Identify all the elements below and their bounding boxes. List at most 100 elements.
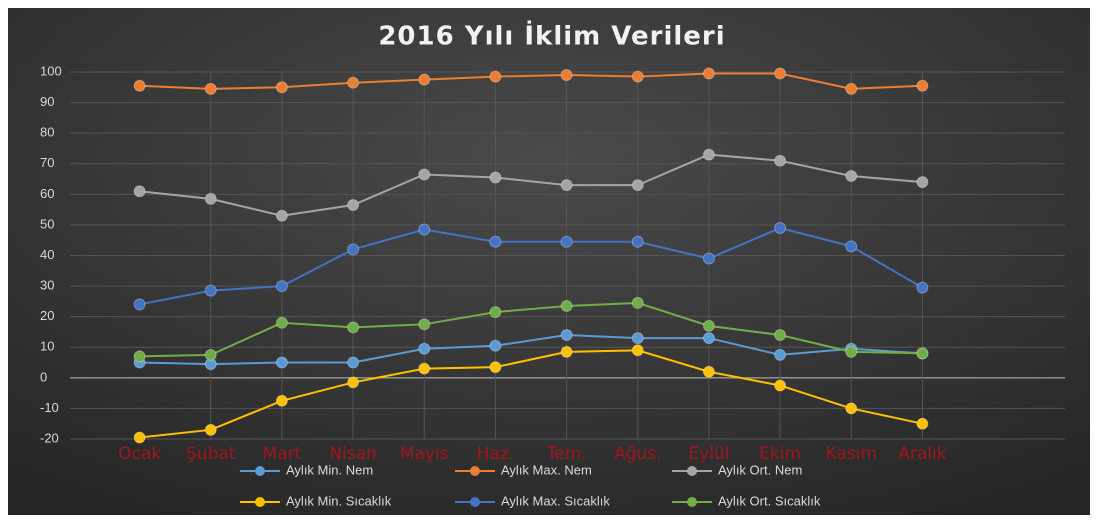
data-point <box>347 243 360 256</box>
data-point <box>560 69 573 82</box>
legend-marker <box>470 497 480 507</box>
legend-label: Aylık Ort. Sıcaklık <box>718 493 821 508</box>
data-point <box>275 209 288 222</box>
data-point <box>774 379 787 392</box>
data-point <box>275 280 288 293</box>
data-point <box>631 179 644 192</box>
x-tick-label: Şubat <box>186 444 236 464</box>
data-point <box>133 350 146 363</box>
legend-label: Aylık Max. Nem <box>501 462 592 477</box>
data-point <box>275 394 288 407</box>
data-point <box>347 376 360 389</box>
legend-label: Aylık Ort. Nem <box>718 462 802 477</box>
data-point <box>275 356 288 369</box>
data-point <box>489 70 502 83</box>
y-tick-label: 70 <box>40 155 54 170</box>
data-point <box>845 169 858 182</box>
data-point <box>133 431 146 444</box>
x-tick-label: Nisan <box>329 444 377 464</box>
x-tick-label: Eylül <box>688 444 729 464</box>
data-point <box>845 345 858 358</box>
x-tick-label: Mayıs <box>400 444 449 464</box>
y-tick-label: -20 <box>40 430 59 445</box>
data-point <box>489 339 502 352</box>
data-point <box>204 348 217 361</box>
data-point <box>631 235 644 248</box>
legend-label: Aylık Max. Sıcaklık <box>501 493 610 508</box>
data-point <box>845 402 858 415</box>
y-tick-label: 0 <box>40 369 47 384</box>
x-tick-label: Mart <box>263 444 302 464</box>
legend-marker <box>255 497 265 507</box>
data-point <box>489 235 502 248</box>
x-tick-label: Kasım <box>826 444 877 464</box>
series-line <box>139 301 923 358</box>
chart-title: 2016 Yılı İklim Verileri <box>378 20 725 52</box>
data-point <box>204 423 217 436</box>
series-line <box>139 153 923 217</box>
data-point <box>916 417 929 430</box>
y-tick-label: 60 <box>40 186 54 201</box>
data-point <box>560 345 573 358</box>
x-tick-label: Haz. <box>477 444 515 464</box>
y-tick-label: 30 <box>40 278 54 293</box>
data-point <box>347 76 360 89</box>
x-tick-label: Tem. <box>546 444 587 464</box>
x-tick-label: Ağus. <box>614 444 661 464</box>
series-line <box>139 72 923 90</box>
data-point <box>774 67 787 80</box>
data-point <box>347 321 360 334</box>
data-point <box>702 148 715 161</box>
legend-marker <box>255 466 265 476</box>
data-point <box>631 70 644 83</box>
y-tick-label: 10 <box>40 339 54 354</box>
data-point <box>774 154 787 167</box>
legend-marker <box>687 466 697 476</box>
data-point <box>560 299 573 312</box>
data-point <box>916 176 929 189</box>
data-point <box>489 171 502 184</box>
data-point <box>275 81 288 94</box>
data-point <box>845 240 858 253</box>
y-tick-label: 80 <box>40 125 54 140</box>
y-tick-label: 100 <box>40 63 62 78</box>
data-point <box>418 168 431 181</box>
data-point <box>133 298 146 311</box>
y-tick-label: 40 <box>40 247 54 262</box>
x-tick-label: Ocak <box>118 444 161 464</box>
legend-marker <box>687 497 697 507</box>
data-point <box>560 235 573 248</box>
y-tick-label: -10 <box>40 400 59 415</box>
legend-label: Aylık Min. Nem <box>286 462 373 477</box>
data-point <box>204 82 217 95</box>
data-point <box>418 73 431 86</box>
data-point <box>418 223 431 236</box>
data-point <box>275 316 288 329</box>
legend-label: Aylık Min. Sıcaklık <box>286 493 392 508</box>
data-point <box>631 332 644 345</box>
data-point <box>631 296 644 309</box>
data-point <box>774 329 787 342</box>
data-point <box>204 192 217 205</box>
series-line <box>139 334 923 366</box>
series-line <box>139 349 923 439</box>
data-point <box>489 306 502 319</box>
y-tick-label: 20 <box>40 308 54 323</box>
y-tick-label: 90 <box>40 94 54 109</box>
data-point <box>702 252 715 265</box>
data-point <box>133 185 146 198</box>
x-tick-label: Ekim <box>759 444 801 464</box>
data-point <box>133 79 146 92</box>
data-point <box>347 356 360 369</box>
chart-background <box>8 8 1090 515</box>
x-tick-label: Aralık <box>898 444 946 464</box>
data-point <box>418 318 431 331</box>
data-point <box>560 329 573 342</box>
data-point <box>916 347 929 360</box>
data-point <box>489 361 502 374</box>
data-point <box>774 348 787 361</box>
legend-marker <box>470 466 480 476</box>
data-point <box>560 179 573 192</box>
data-point <box>702 319 715 332</box>
series-line <box>139 226 923 306</box>
